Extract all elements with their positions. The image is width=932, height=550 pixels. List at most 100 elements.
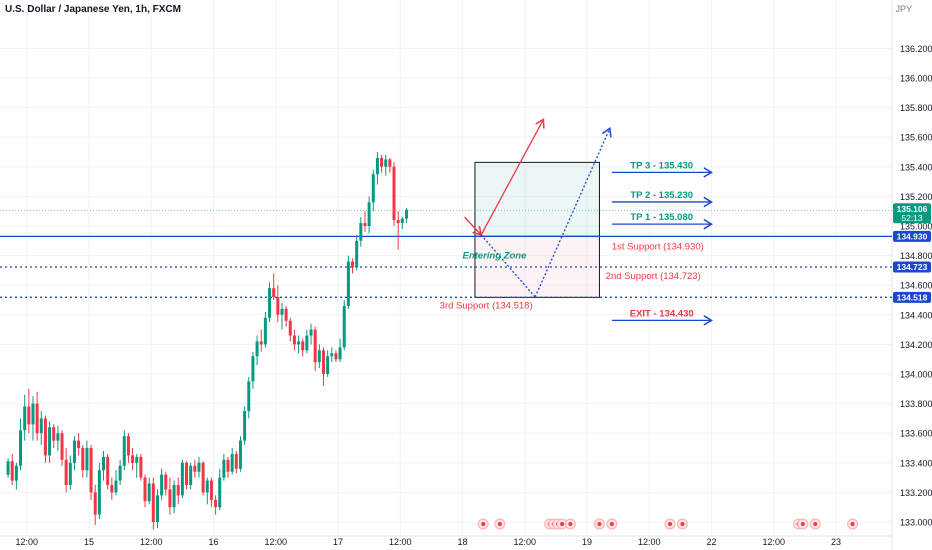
bull-arrowhead: [535, 118, 545, 129]
tp1-label: TP 1 - 135.080: [630, 212, 693, 223]
x-tick-label: 16: [208, 537, 218, 547]
candle-body: [218, 477, 222, 508]
candle-body: [193, 465, 197, 472]
event-icon-dot: [481, 522, 486, 526]
y-tick-label: 133.400: [900, 458, 932, 468]
candle-body: [404, 209, 408, 219]
candle-body: [317, 350, 321, 363]
candle-body: [68, 462, 72, 485]
candle-body: [342, 305, 346, 348]
candle-body: [27, 406, 31, 425]
exit-arrowhead: [703, 315, 713, 326]
tp2-label: TP 2 - 135.230: [630, 190, 693, 201]
candle-body: [288, 320, 292, 336]
tp3-label: TP 3 - 135.430: [630, 160, 693, 171]
candle-body: [35, 403, 39, 434]
candle-body: [226, 459, 230, 472]
candle-body: [143, 477, 147, 502]
event-icon-dot: [609, 522, 614, 526]
y-tick-label: 134.600: [900, 281, 932, 291]
candle-body: [31, 403, 35, 425]
tp3-arrowhead: [703, 167, 713, 178]
y-tick-label: 135.800: [900, 103, 932, 113]
price-tag-label: 134.723: [897, 262, 928, 272]
support2-label: 2nd Support (134.723): [606, 271, 701, 282]
candle-body: [371, 174, 375, 203]
event-icon-dot: [597, 522, 602, 526]
candle-body: [214, 499, 218, 508]
alt-path-down: [480, 234, 536, 298]
candle-body: [56, 433, 60, 441]
candle-body: [359, 223, 363, 241]
candle-body: [392, 166, 396, 221]
event-icon-dot: [668, 522, 672, 526]
candle-body: [222, 459, 226, 478]
candle-body: [72, 440, 76, 463]
event-icon-dot: [800, 522, 805, 526]
price-tag: [893, 291, 931, 303]
candle-body: [114, 480, 118, 493]
candle-body: [384, 159, 388, 167]
candle-body: [118, 465, 122, 481]
currency-label: JPY: [895, 4, 912, 14]
candle-body: [168, 489, 172, 508]
y-tick-label: 134.000: [900, 370, 932, 380]
x-tick-label: 19: [582, 537, 592, 547]
price-tag-label: 135.106: [897, 204, 928, 214]
entering-zone-label: Entering Zone: [463, 251, 528, 262]
candle-body: [238, 440, 242, 469]
candle-body: [131, 455, 135, 463]
candle-body: [297, 341, 301, 345]
candle-body: [172, 485, 176, 508]
alt-path-up: [534, 128, 611, 298]
candle-body: [259, 341, 263, 345]
candle-body: [126, 436, 130, 456]
candle-body: [155, 495, 159, 522]
event-icon-dot: [850, 522, 855, 526]
candle-body: [39, 418, 43, 434]
candle-body: [321, 350, 325, 374]
candle-body: [375, 157, 379, 175]
candle-body: [180, 462, 184, 496]
candle-body: [330, 353, 334, 357]
candle-body: [305, 335, 309, 351]
candle-body: [309, 329, 313, 336]
price-tag-countdown: 52:13: [901, 213, 923, 223]
x-tick-label: 22: [706, 537, 716, 547]
candle-body: [147, 483, 151, 502]
candle-body: [205, 480, 209, 493]
x-tick-label: 15: [84, 537, 94, 547]
candle-body: [89, 448, 93, 493]
candle-body: [263, 317, 267, 345]
bull-path: [480, 119, 544, 236]
candle-body: [64, 459, 68, 485]
candle-body: [106, 456, 110, 485]
candle-body: [77, 440, 81, 448]
y-tick-label: 134.400: [900, 310, 932, 320]
candle-body: [209, 480, 213, 500]
x-tick-label: 18: [457, 537, 467, 547]
candle-body: [280, 308, 284, 315]
exit-label: EXIT - 134.430: [630, 308, 694, 319]
candle-body: [268, 288, 272, 318]
y-tick-label: 133.600: [900, 429, 932, 439]
candle-body: [164, 474, 168, 490]
candle-body: [334, 353, 338, 360]
price-tag-label: 134.518: [897, 292, 928, 302]
candle-body: [251, 356, 255, 382]
x-tick-label: 17: [333, 537, 343, 547]
candle-body: [135, 456, 139, 463]
price-tag: [893, 230, 931, 242]
candle-body: [97, 470, 101, 515]
candle-body: [346, 261, 350, 306]
candle-body: [110, 485, 114, 493]
candle-body: [60, 433, 64, 460]
candle-body: [176, 485, 180, 496]
event-icon-dot: [568, 522, 573, 526]
candle-body: [81, 448, 85, 471]
x-tick-label: 12:00: [389, 537, 412, 547]
candle-body: [122, 436, 126, 466]
event-icon-dot: [560, 522, 565, 526]
candle-body: [48, 427, 52, 456]
candle-body: [201, 462, 205, 493]
